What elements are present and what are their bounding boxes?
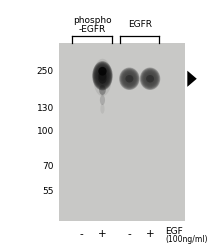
Ellipse shape bbox=[97, 68, 108, 84]
Ellipse shape bbox=[99, 85, 106, 95]
Ellipse shape bbox=[92, 61, 113, 90]
Ellipse shape bbox=[143, 71, 157, 86]
Ellipse shape bbox=[119, 68, 140, 90]
Ellipse shape bbox=[143, 70, 157, 87]
Ellipse shape bbox=[146, 75, 154, 82]
Ellipse shape bbox=[121, 69, 138, 88]
Text: 130: 130 bbox=[37, 104, 54, 113]
Text: 100: 100 bbox=[37, 127, 54, 136]
Text: 70: 70 bbox=[42, 162, 54, 171]
Ellipse shape bbox=[100, 95, 105, 105]
Ellipse shape bbox=[93, 59, 112, 96]
Text: (100ng/ml): (100ng/ml) bbox=[166, 235, 208, 244]
Ellipse shape bbox=[98, 67, 106, 76]
Text: 55: 55 bbox=[42, 187, 54, 196]
Ellipse shape bbox=[141, 69, 159, 88]
Text: EGFR: EGFR bbox=[128, 20, 152, 29]
Ellipse shape bbox=[140, 68, 160, 90]
Ellipse shape bbox=[122, 70, 137, 87]
Ellipse shape bbox=[98, 74, 106, 84]
Ellipse shape bbox=[95, 65, 110, 86]
Ellipse shape bbox=[121, 70, 137, 87]
Ellipse shape bbox=[144, 72, 156, 85]
Ellipse shape bbox=[94, 64, 111, 88]
Polygon shape bbox=[187, 71, 197, 87]
Ellipse shape bbox=[142, 70, 158, 87]
Ellipse shape bbox=[141, 69, 159, 89]
Ellipse shape bbox=[96, 66, 109, 86]
Text: -: - bbox=[80, 229, 84, 239]
Text: phospho: phospho bbox=[73, 16, 111, 25]
Ellipse shape bbox=[100, 104, 105, 114]
Ellipse shape bbox=[123, 72, 136, 86]
Ellipse shape bbox=[124, 72, 135, 85]
Ellipse shape bbox=[97, 68, 108, 83]
Ellipse shape bbox=[125, 75, 133, 82]
Bar bbox=[59, 42, 185, 221]
Ellipse shape bbox=[96, 67, 109, 85]
Text: +: + bbox=[146, 229, 154, 239]
Ellipse shape bbox=[144, 72, 156, 86]
Ellipse shape bbox=[120, 68, 139, 90]
Ellipse shape bbox=[98, 71, 106, 81]
Text: EGF: EGF bbox=[166, 227, 183, 236]
Text: 250: 250 bbox=[37, 67, 54, 76]
Ellipse shape bbox=[93, 62, 112, 90]
Ellipse shape bbox=[120, 69, 138, 89]
Text: +: + bbox=[98, 229, 107, 239]
Ellipse shape bbox=[94, 64, 110, 87]
Text: -: - bbox=[127, 229, 131, 239]
Ellipse shape bbox=[122, 71, 136, 86]
Ellipse shape bbox=[140, 68, 160, 90]
Ellipse shape bbox=[93, 63, 111, 89]
Text: -EGFR: -EGFR bbox=[78, 25, 106, 34]
